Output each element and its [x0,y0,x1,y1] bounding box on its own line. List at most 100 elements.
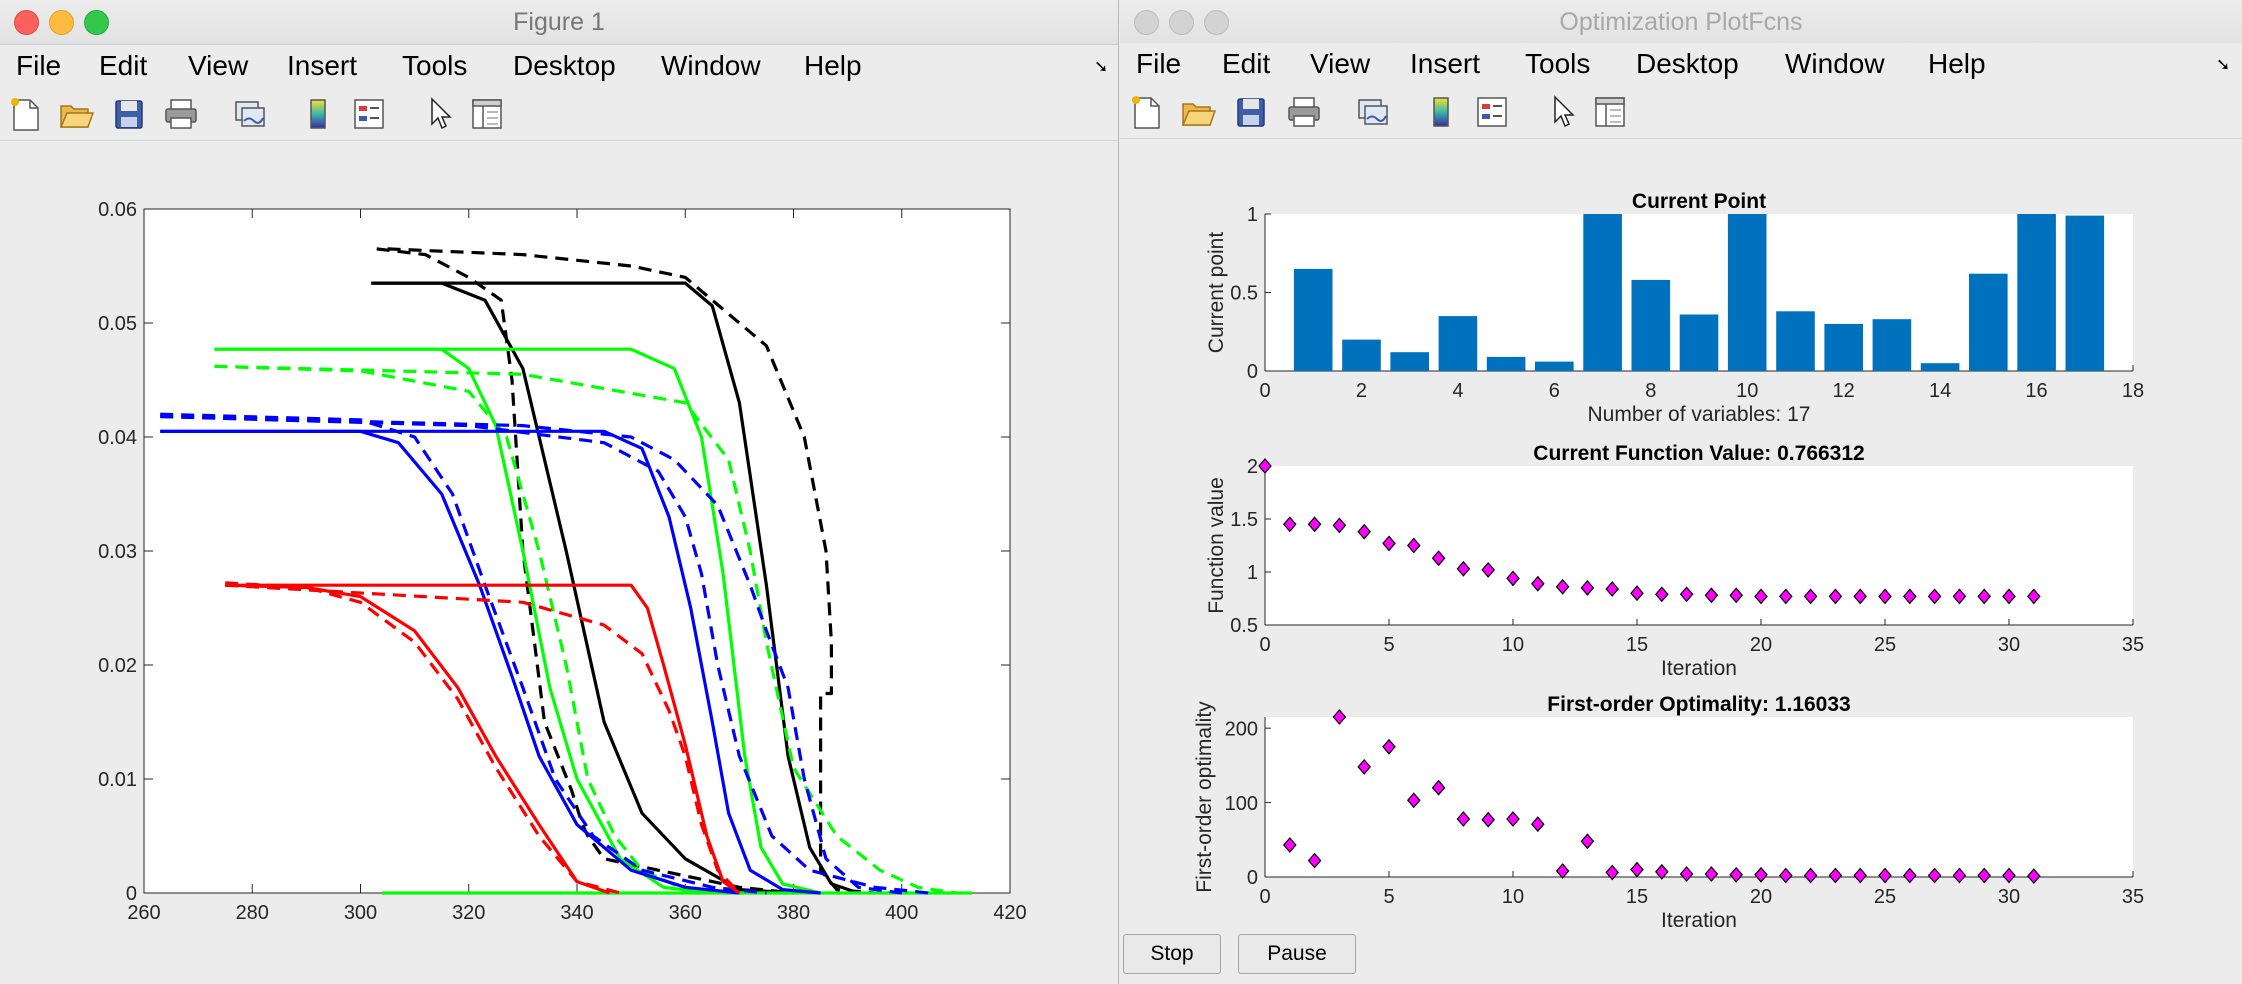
menu-help[interactable]: Help [804,50,862,81]
x-tick-label: 35 [2122,634,2144,656]
y-tick-label: 1 [1247,204,1258,226]
y-tick-label: 0.02 [98,655,137,677]
optimality-marker-31 [2027,868,2041,885]
y-tick-label: 0 [1247,867,1258,889]
series-line-black-solid-1 [371,281,794,895]
x-tick-label: 20 [1750,886,1772,908]
link-plot-icon[interactable] [1355,94,1391,130]
function-value-marker-18 [1704,587,1719,604]
x-tick-label: 5 [1383,886,1394,908]
menu-tools[interactable]: Tools [402,50,468,81]
function-value-marker-5 [1382,535,1396,552]
function-value-marker-31 [2027,588,2041,605]
title-bar[interactable]: Figure 1 [0,0,1118,45]
close-window-button[interactable] [14,10,39,35]
close-window-button[interactable] [1134,10,1159,35]
pointer-icon[interactable] [426,96,452,132]
property-editor-icon[interactable] [470,96,504,132]
optimality-marker-22 [1803,867,1818,884]
property-editor-icon[interactable] [1593,94,1627,130]
function-value-marker-10 [1506,570,1520,587]
link-plot-icon[interactable] [232,96,268,132]
optimality-marker-29 [1977,867,1991,884]
zoom-window-button[interactable] [1204,10,1229,35]
colorbar-icon[interactable] [1429,94,1453,130]
dock-arrow-icon[interactable]: ➘ [2216,55,2231,74]
new-figure-icon[interactable] [8,96,42,132]
menu-file[interactable]: File [16,50,62,81]
bar-variable-7 [1583,214,1622,371]
pause-button[interactable]: Pause [1238,934,1356,974]
function-value-marker-7 [1431,550,1446,567]
menu-edit[interactable]: Edit [99,50,148,81]
figure-canvas[interactable]: 0 2 4 6 8 10 12 14 16 18 0 0.5 1 Current Point Number … [1120,139,2242,984]
function-value-marker-30 [2002,588,2016,605]
toolbar [1120,86,2242,139]
menu-window[interactable]: Window [661,50,761,81]
figure-canvas[interactable]: 260 280 300 320 340 360 380 400 420 0 0.01 0.02 0.03… [0,141,1118,984]
function-value-marker-15 [1630,585,1644,602]
function-value-marker-2 [1307,516,1322,533]
menu-view[interactable]: View [188,50,249,81]
menu-desktop[interactable]: Desktop [1636,48,1739,79]
save-icon[interactable] [112,96,146,132]
menu-window[interactable]: Window [1785,48,1885,79]
x-tick-label: 300 [344,902,377,924]
x-axis-label: Iteration [1661,657,1737,680]
function-value-marker-20 [1754,588,1768,605]
x-tick-label: 30 [1998,634,2020,656]
legend-icon[interactable] [1475,94,1509,130]
function-value-marker-24 [1853,588,1867,605]
dock-arrow-icon[interactable]: ➘ [1094,57,1109,76]
function-value-marker-19 [1729,587,1743,604]
minimize-window-button[interactable] [49,10,74,35]
title-bar[interactable]: Optimization PlotFcns [1120,0,2242,45]
bar-variable-11 [1776,311,1815,371]
y-tick-label: 0.5 [1230,615,1258,637]
optimality-marker-16 [1655,863,1669,880]
print-icon[interactable] [163,96,199,132]
stop-button[interactable]: Stop [1123,934,1221,974]
optimality-marker-15 [1630,861,1644,878]
x-tick-label: 2 [1356,380,1367,402]
plot-area [1265,717,2133,877]
x-tick-label: 8 [1645,380,1656,402]
open-file-icon[interactable] [58,96,94,132]
series-line-red-dashed-16 [225,581,621,895]
menu-insert[interactable]: Insert [1410,48,1481,79]
pointer-icon[interactable] [1549,94,1575,130]
menu-edit[interactable]: Edit [1222,48,1271,79]
window-title: Optimization PlotFcns [1559,8,1803,36]
menu-desktop[interactable]: Desktop [513,50,616,81]
function-value-marker-17 [1679,586,1694,603]
colorbar-icon[interactable] [306,96,330,132]
function-value-marker-23 [1828,588,1843,605]
legend-icon[interactable] [352,96,386,132]
y-axis-label: First-order optimality [1193,701,1216,893]
y-tick-label: 0.05 [98,313,137,335]
series-line-blue-dashed-13 [160,414,929,895]
function-value-marker-9 [1481,561,1495,578]
bar-variable-1 [1293,268,1333,371]
optimality-marker-18 [1704,866,1719,882]
menu-view[interactable]: View [1310,48,1371,79]
menu-tools[interactable]: Tools [1525,48,1591,79]
y-axis-label: Current point [1205,232,1228,354]
y-tick-label: 0.04 [98,427,137,449]
bar-variable-5 [1486,356,1526,371]
figure1-plot[interactable]: 260 280 300 320 340 360 380 400 420 0 0.01 0.02 0.03… [0,141,1118,984]
menu-insert[interactable]: Insert [287,50,358,81]
minimize-window-button[interactable] [1169,10,1194,35]
menu-help[interactable]: Help [1928,48,1986,79]
new-figure-icon[interactable] [1129,94,1163,130]
save-icon[interactable] [1234,94,1268,130]
function-value-marker-28 [1952,588,1967,605]
open-file-icon[interactable] [1180,94,1216,130]
bar-variable-9 [1679,314,1719,371]
zoom-window-button[interactable] [84,10,109,35]
menu-file[interactable]: File [1136,48,1182,79]
print-icon[interactable] [1286,94,1322,130]
series-line-blue-dashed-14 [160,414,903,895]
series-line-black-dashed-2 [376,247,794,895]
